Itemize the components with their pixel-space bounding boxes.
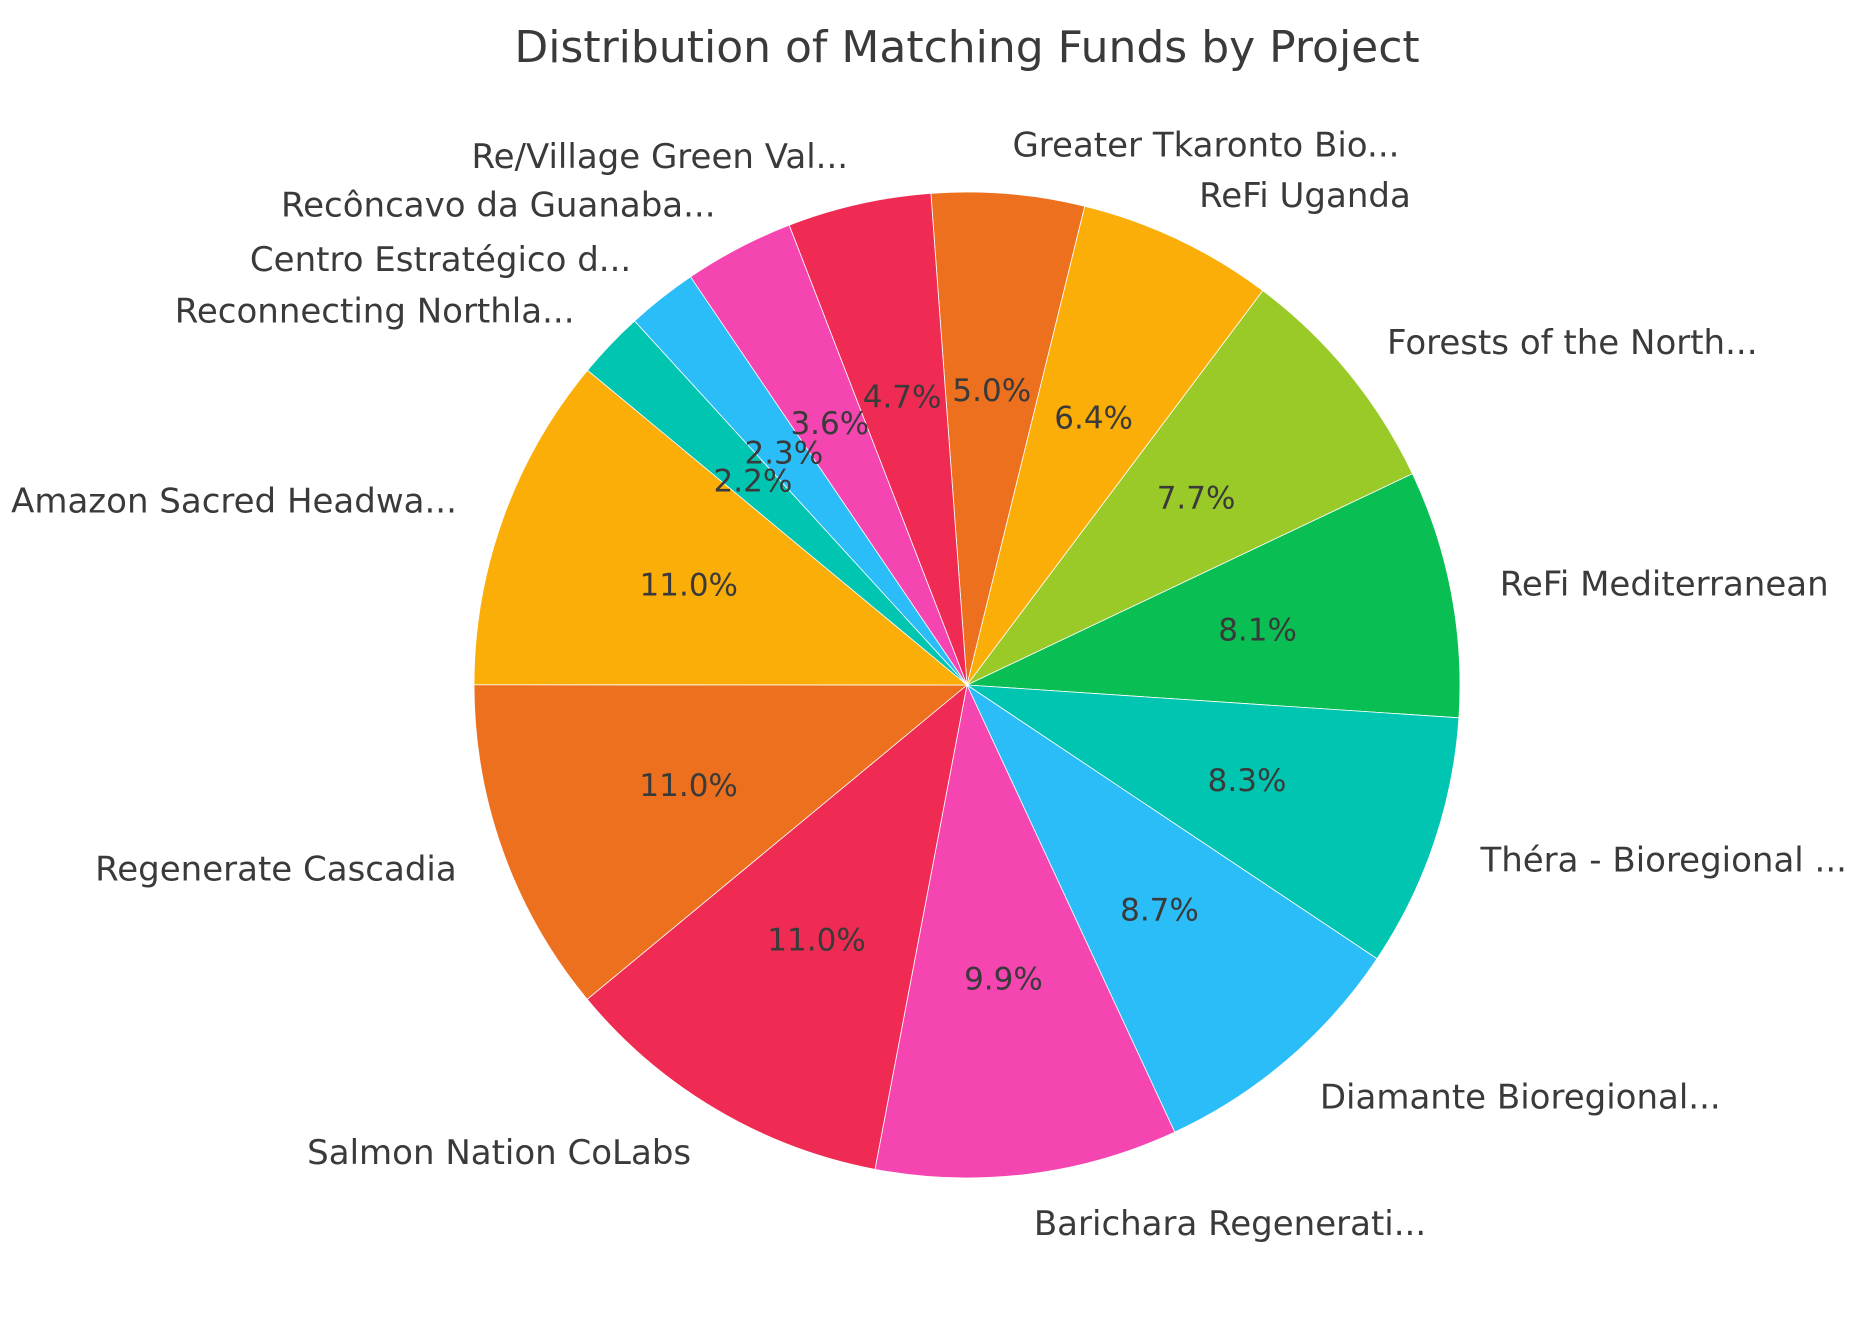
pie-pct-label-5: 8.7% — [1120, 892, 1199, 928]
pie-slice-label-3: ReFi Mediterranean — [1500, 565, 1829, 605]
pie-pct-label-8: 11.0% — [639, 768, 737, 804]
pie-slice-label-8: Regenerate Cascadia — [95, 849, 457, 889]
pie-slice-3 — [966, 473, 1461, 719]
chart-title: Distribution of Matching Funds by Projec… — [514, 22, 1420, 73]
pie-slice-label-2: Forests of the North... — [1387, 323, 1758, 363]
pie-pct-label-6: 9.9% — [964, 961, 1043, 997]
pie-slice-label-0: Greater Tkaronto Bio... — [1012, 126, 1399, 166]
pie-slice-label-13: Re/Village Green Val... — [472, 137, 849, 177]
pie-slice-label-10: Reconnecting Northla... — [175, 292, 575, 332]
pie-slice-9 — [473, 369, 968, 686]
pie-pct-label-11: 2.3% — [744, 436, 823, 472]
pie-slice-2 — [966, 290, 1413, 686]
pie-slice-6 — [874, 684, 1176, 1179]
pie-slice-13 — [788, 192, 968, 686]
pie-slice-7 — [586, 684, 968, 1170]
pie-pct-label-10: 2.2% — [714, 464, 793, 500]
pie-slice-label-11: Centro Estratégico d... — [250, 240, 631, 280]
pie-pct-label-9: 11.0% — [640, 567, 738, 603]
pie-pct-label-0: 5.0% — [952, 373, 1031, 409]
pie-slice-4 — [966, 684, 1460, 960]
pie-slice-label-9: Amazon Sacred Headwa... — [11, 482, 457, 522]
pie-pct-label-12: 3.6% — [790, 406, 869, 442]
pie-slice-label-1: ReFi Uganda — [1199, 176, 1411, 216]
pie-pct-label-7: 11.0% — [767, 923, 865, 959]
pie-pct-label-13: 4.7% — [863, 379, 942, 415]
pie-slice-1 — [966, 205, 1264, 686]
pie-slice-5 — [966, 684, 1378, 1133]
pie-pct-label-1: 6.4% — [1054, 401, 1133, 437]
pie-slice-8 — [473, 684, 968, 1000]
pie-slice-label-5: Diamante Bioregional... — [1320, 1078, 1721, 1118]
pie-slice-label-6: Barichara Regenerati... — [1034, 1204, 1426, 1244]
pie-slice-label-7: Salmon Nation CoLabs — [307, 1133, 691, 1173]
pie-pct-label-2: 7.7% — [1157, 481, 1236, 517]
pie-pct-label-4: 8.3% — [1208, 763, 1287, 799]
pie-pct-label-3: 8.1% — [1218, 613, 1297, 649]
pie-slice-0 — [930, 191, 1086, 686]
pie-slice-label-12: Recôncavo da Guanaba... — [281, 185, 716, 225]
pie-slice-label-4: Théra - Bioregional ... — [1479, 840, 1847, 880]
